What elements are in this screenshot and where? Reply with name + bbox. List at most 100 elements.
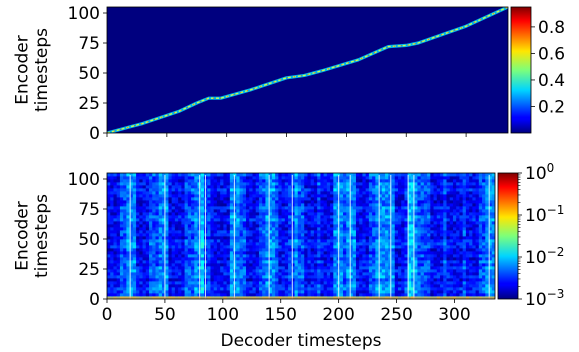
heatmap-cell <box>404 257 409 261</box>
heatmap-cell <box>158 263 163 267</box>
heatmap-cell <box>246 287 250 291</box>
heatmap-cell <box>265 248 270 252</box>
heatmap-cell <box>262 188 266 192</box>
heatmap-cell <box>194 224 198 228</box>
heatmap-cell <box>291 269 295 273</box>
heatmap-cell <box>265 194 270 198</box>
heatmap-cell <box>346 266 350 270</box>
heatmap-cell <box>443 209 447 213</box>
heatmap-cell <box>317 188 321 192</box>
heatmap-cell <box>301 212 305 216</box>
heatmap-cell <box>223 284 228 288</box>
heatmap-cell <box>449 212 454 216</box>
heatmap-cell <box>394 236 399 240</box>
heatmap-cell <box>339 269 344 273</box>
heatmap-cell <box>161 287 166 291</box>
heatmap-cell <box>246 281 250 285</box>
heatmap-cell <box>123 173 127 177</box>
heatmap-cell <box>161 233 166 237</box>
heatmap-cell <box>394 179 399 183</box>
heatmap-cell <box>281 185 286 189</box>
heatmap-cell <box>317 248 321 252</box>
heatmap-cell <box>482 209 486 213</box>
heatmap-cell <box>123 191 127 195</box>
heatmap-cell <box>116 257 121 261</box>
heatmap-cell <box>317 176 321 180</box>
heatmap-cell <box>145 257 150 261</box>
heatmap-cell <box>343 290 347 294</box>
heatmap-cell <box>355 218 360 222</box>
heatmap-cell <box>469 206 473 210</box>
heatmap-cell <box>229 257 234 261</box>
heatmap-cell <box>149 293 153 297</box>
heatmap-cell <box>249 245 253 249</box>
heatmap-cell <box>469 176 473 180</box>
heatmap-cell <box>265 284 270 288</box>
heatmap-cell <box>291 287 295 291</box>
heatmap-cell <box>443 194 447 198</box>
heatmap-cell <box>236 266 240 270</box>
heatmap-cell <box>136 218 140 222</box>
heatmap-cell <box>414 212 418 216</box>
heatmap-cell <box>281 248 286 252</box>
heatmap-cell <box>310 263 315 267</box>
heatmap-cell <box>436 191 441 195</box>
heatmap-cell <box>378 257 383 261</box>
heatmap-cell <box>239 212 244 216</box>
heatmap-cell <box>216 188 221 192</box>
heatmap-cell <box>378 203 383 207</box>
heatmap-cell <box>313 191 318 195</box>
heatmap-cell <box>161 275 166 279</box>
heatmap-cell <box>355 203 360 207</box>
heatmap-cell <box>362 293 367 297</box>
heatmap-cell <box>394 194 399 198</box>
y-tick-label: 25 <box>78 94 100 114</box>
heatmap-cell <box>262 248 266 252</box>
heatmap-cell <box>171 281 176 285</box>
heatmap-cell <box>255 293 260 297</box>
heatmap-cell <box>152 185 156 189</box>
heatmap-cell <box>398 221 402 225</box>
heatmap-cell <box>288 278 292 282</box>
heatmap-cell <box>313 287 318 291</box>
heatmap-cell <box>255 290 260 294</box>
heatmap-cell <box>423 239 428 243</box>
heatmap-cell <box>291 209 295 213</box>
heatmap-cell <box>158 260 163 264</box>
heatmap-cell <box>126 200 131 204</box>
heatmap-cell <box>388 209 392 213</box>
heatmap-cell <box>145 224 150 228</box>
heatmap-cell <box>440 182 444 186</box>
heatmap-cell <box>136 248 140 252</box>
heatmap-cell <box>423 269 428 273</box>
heatmap-cell <box>449 182 454 186</box>
heatmap-cell <box>349 248 354 252</box>
heatmap-cell <box>294 218 299 222</box>
heatmap-cell <box>297 257 302 261</box>
heatmap-cell <box>191 269 195 273</box>
heatmap-cell <box>446 215 451 219</box>
heatmap-cell <box>119 215 124 219</box>
heatmap-cell <box>216 221 221 225</box>
heatmap-cell <box>304 179 308 183</box>
heatmap-cell <box>398 224 402 228</box>
heatmap-cell <box>149 218 153 222</box>
heatmap-cell <box>388 266 392 270</box>
heatmap-cell <box>200 224 205 228</box>
heatmap-cell <box>213 236 218 240</box>
heatmap-cell <box>368 281 373 285</box>
heatmap-cell <box>482 224 486 228</box>
heatmap-cell <box>210 239 215 243</box>
heatmap-cell <box>278 278 282 282</box>
heatmap-cell <box>359 230 363 234</box>
heatmap-cell <box>443 251 447 255</box>
heatmap-cell <box>223 287 228 291</box>
heatmap-cell <box>433 227 438 231</box>
heatmap-cell <box>459 239 464 243</box>
heatmap-cell <box>142 227 147 231</box>
heatmap-cell <box>365 197 370 201</box>
heatmap-cell <box>452 221 457 225</box>
heatmap-cell <box>123 233 127 237</box>
heatmap-cell <box>136 293 140 297</box>
heatmap-cell <box>485 293 489 297</box>
